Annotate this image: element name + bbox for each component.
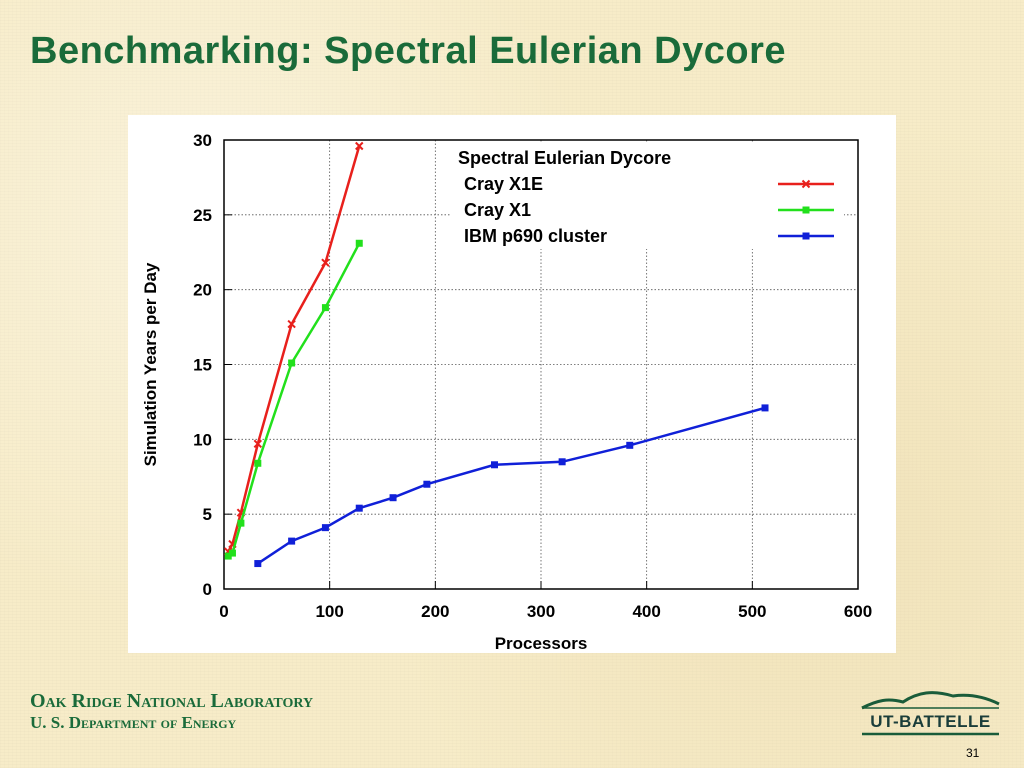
data-point: [558, 458, 566, 466]
mountain-logo-icon: [861, 691, 1000, 736]
series-line: [257, 406, 766, 565]
data-point: [355, 504, 363, 512]
series-lines: [224, 141, 769, 568]
slide-title: Benchmarking: Spectral Eulerian Dycore: [30, 30, 787, 72]
legend-entry-label: Cray X1: [464, 200, 531, 220]
legend-entry-label: IBM p690 cluster: [464, 226, 607, 246]
series-line: [227, 145, 361, 553]
footer-department: U. S. Department of Energy: [30, 713, 237, 732]
legend-background: [450, 143, 844, 249]
footer-lab-name: Oak Ridge National Laboratory: [30, 690, 314, 712]
data-point: [237, 519, 245, 527]
y-tick-label: 15: [193, 356, 212, 375]
y-tick-label: 5: [203, 505, 212, 524]
data-point: [761, 404, 769, 412]
data-point: [802, 206, 810, 214]
data-point: [802, 232, 810, 240]
y-tick-label: 30: [193, 131, 212, 150]
y-tick-label: 25: [193, 206, 212, 225]
data-point: [355, 239, 363, 247]
legend-entry-label: Cray X1E: [464, 174, 543, 194]
page-number: 31: [966, 746, 980, 760]
data-point: [321, 258, 330, 267]
data-point: [355, 141, 364, 151]
y-tick-label: 20: [193, 281, 212, 300]
chart-panel: 0 5 10 15 20 25 30 0 100 200 300 400 500 600 Simulati…: [128, 115, 896, 653]
data-point: [321, 524, 329, 532]
series-0: [224, 141, 364, 556]
y-tick-label: 10: [193, 430, 212, 449]
data-point: [321, 304, 329, 312]
data-point: [389, 494, 397, 502]
y-tick-label: 0: [203, 580, 212, 599]
data-point: [423, 480, 431, 488]
y-axis-label: Simulation Years per Day: [141, 262, 160, 466]
series-line: [227, 242, 361, 558]
ut-battelle-logo: UT-BATTELLE: [858, 690, 1003, 740]
data-point: [288, 359, 296, 367]
series-2: [254, 404, 769, 568]
x-axis-label: Processors: [495, 634, 588, 653]
data-point: [254, 560, 262, 568]
data-point: [254, 459, 262, 467]
data-point: [626, 441, 634, 449]
x-tick-label: 500: [738, 602, 766, 621]
x-tick-label: 0: [219, 602, 228, 621]
x-tick-label: 100: [315, 602, 343, 621]
data-point: [287, 319, 296, 329]
series-1: [224, 239, 363, 560]
footer-organization: Oak Ridge National Laboratory U. S. Depa…: [30, 690, 313, 734]
data-point: [491, 461, 499, 469]
legend: Spectral Eulerian Dycore Cray X1E Cray X1…: [450, 143, 844, 249]
legend-title: Spectral Eulerian Dycore: [458, 148, 671, 168]
data-point: [288, 537, 296, 545]
data-point: [228, 549, 236, 557]
x-tick-label: 200: [421, 602, 449, 621]
data-point: [253, 439, 263, 449]
data-point: [801, 179, 811, 189]
x-tick-label: 300: [527, 602, 555, 621]
x-tick-label: 600: [844, 602, 872, 621]
data-point: [224, 552, 232, 560]
logo-wordmark: UT-BATTELLE: [870, 712, 991, 731]
x-tick-label: 400: [632, 602, 660, 621]
